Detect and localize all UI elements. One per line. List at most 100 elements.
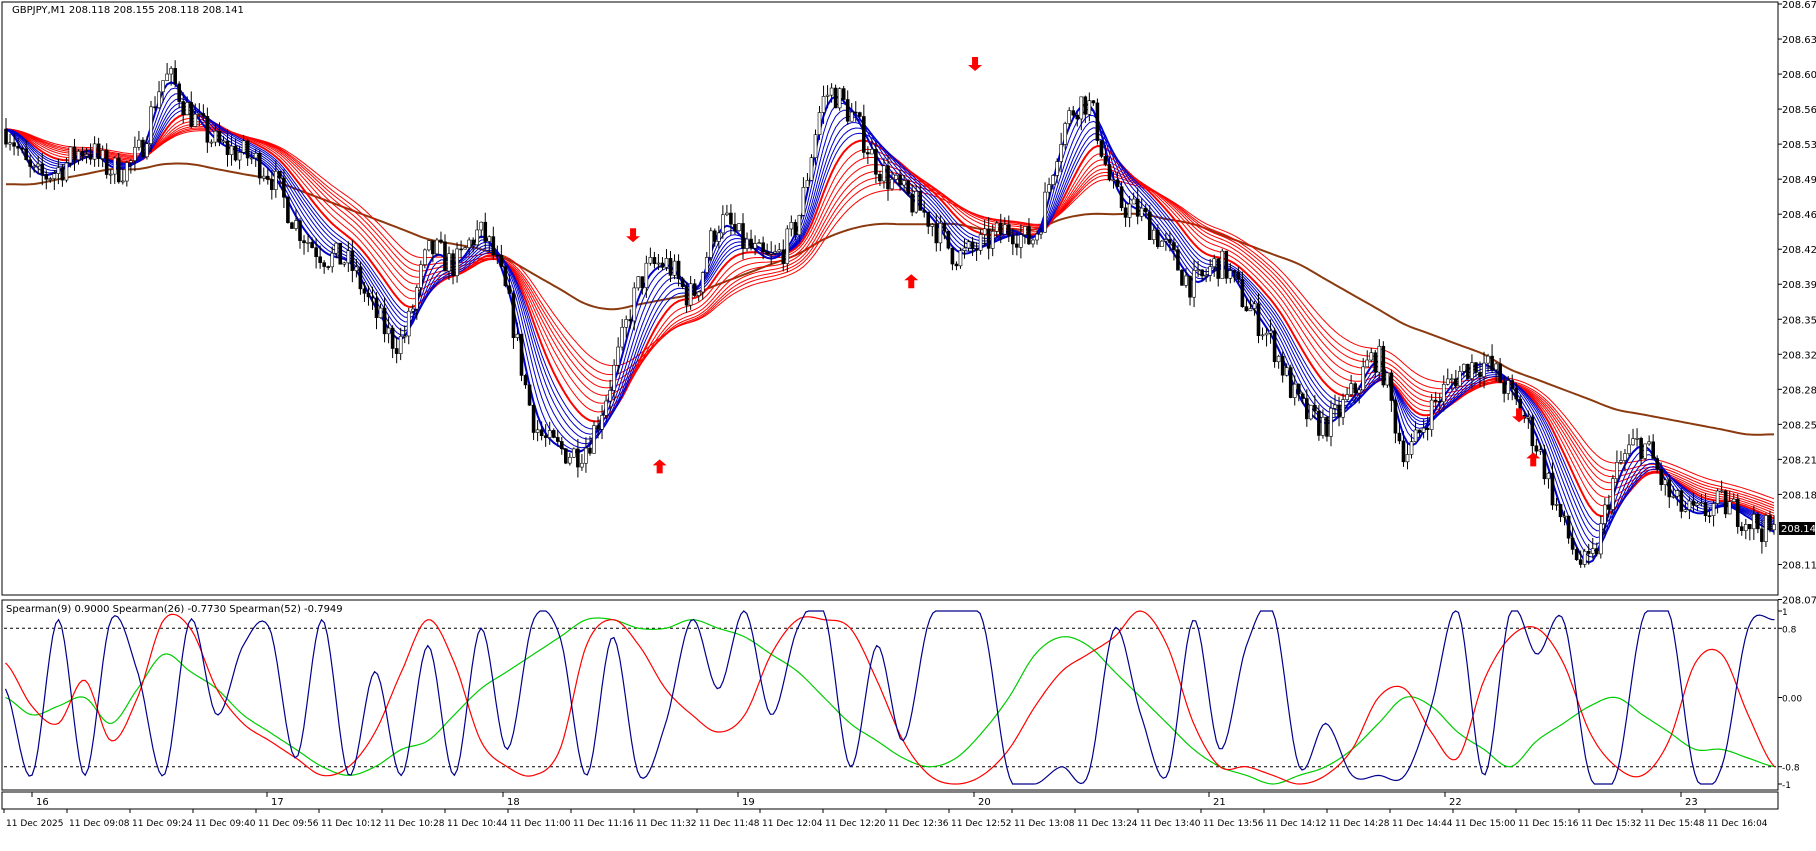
- candle-body: [1687, 500, 1692, 510]
- candle-body: [1578, 559, 1583, 565]
- candle-body: [1313, 404, 1317, 412]
- day-label: 22: [1449, 797, 1462, 808]
- price-tick-label: 208.180: [1782, 490, 1816, 501]
- candle-body: [1212, 258, 1216, 267]
- price-tick-label: 208.565: [1782, 105, 1816, 116]
- candle-body: [338, 242, 343, 265]
- candle-body: [1071, 110, 1076, 116]
- candle-body: [1393, 400, 1398, 434]
- current-price-box: [1779, 522, 1815, 535]
- candle-body: [725, 212, 729, 216]
- candle-body: [386, 327, 391, 335]
- candle-body: [612, 364, 616, 391]
- current-price-label: 208.141: [1781, 524, 1816, 535]
- candle-body: [169, 68, 173, 75]
- candle-body: [76, 150, 81, 161]
- candle-body: [990, 231, 995, 249]
- candle-body: [632, 287, 637, 322]
- candle-body: [862, 116, 866, 153]
- slow-ma-ribbon-line: [5, 128, 1775, 500]
- time-label: 11 Dec 10:44: [447, 819, 508, 829]
- candle-body: [1321, 416, 1325, 436]
- candle-body: [56, 167, 61, 174]
- candle-body: [32, 165, 37, 168]
- candle-body: [1385, 372, 1390, 386]
- candle-body: [463, 247, 467, 250]
- candle-body: [721, 214, 725, 234]
- candle-body: [564, 448, 568, 464]
- time-label: 11 Dec 09:40: [195, 819, 256, 829]
- candle-body: [588, 447, 592, 454]
- candle-body: [793, 222, 798, 236]
- candle-body: [1558, 504, 1563, 518]
- candle-body: [910, 193, 914, 213]
- candle-body: [153, 106, 157, 109]
- candle-body: [1599, 523, 1603, 555]
- slow-ma-ribbon-line: [5, 125, 1775, 509]
- candle-body: [785, 228, 790, 264]
- candle-body: [982, 228, 987, 235]
- sub-tick-label: 0.00: [1782, 695, 1802, 705]
- candle-body: [1305, 398, 1309, 420]
- main-price-panel[interactable]: [1, 1, 1779, 596]
- candle-body: [1514, 388, 1519, 400]
- candle-body: [620, 326, 624, 348]
- candle-body: [1180, 269, 1184, 286]
- price-tick-label: 208.250: [1782, 420, 1816, 431]
- candle-body: [1047, 184, 1051, 193]
- candle-body: [656, 262, 661, 265]
- candle-body: [499, 254, 504, 267]
- candle-body: [684, 286, 689, 306]
- candle-body: [1147, 211, 1152, 240]
- candle-body: [302, 240, 306, 244]
- candle-body: [1760, 528, 1764, 542]
- candle-body: [539, 429, 544, 436]
- candle-body: [974, 248, 979, 251]
- time-axis-panel: [1, 791, 1779, 810]
- candle-body: [1151, 229, 1156, 240]
- candle-body: [1494, 363, 1498, 371]
- candle-body: [1333, 404, 1337, 409]
- candle-body: [1772, 524, 1776, 531]
- candle-body: [1075, 114, 1080, 120]
- candle-body: [24, 148, 28, 161]
- candle-body: [298, 220, 302, 241]
- candle-body: [1699, 502, 1704, 504]
- candle-body: [1309, 404, 1313, 420]
- candle-body: [789, 222, 794, 230]
- candle-body: [374, 297, 379, 319]
- candle-body: [217, 130, 222, 143]
- candle-body: [1397, 432, 1402, 442]
- candle-body: [44, 173, 49, 180]
- candle-body: [1594, 548, 1599, 555]
- candle-body: [443, 241, 447, 272]
- spearman-indicator-panel[interactable]: [1, 599, 1779, 791]
- candle-body: [314, 247, 318, 258]
- candle-body: [624, 319, 629, 328]
- candle-body: [479, 221, 484, 231]
- candle-body: [1735, 498, 1740, 527]
- buy-arrow-icon: [1526, 452, 1541, 467]
- candle-body: [608, 390, 612, 402]
- candle-body: [233, 145, 238, 161]
- candle-body: [1655, 458, 1659, 470]
- candle-body: [1639, 437, 1643, 459]
- candle-body: [648, 257, 653, 264]
- candle-body: [358, 266, 363, 290]
- candle-body: [946, 230, 951, 249]
- candle-body: [1550, 472, 1555, 506]
- candle-body: [753, 243, 757, 249]
- candle-body: [471, 239, 475, 246]
- candle-body: [596, 425, 600, 430]
- candle-body: [1562, 515, 1567, 518]
- candle-body: [902, 180, 906, 186]
- day-label: 23: [1685, 797, 1698, 808]
- candle-body: [801, 187, 806, 216]
- time-label: 11 Dec 14:28: [1329, 819, 1390, 829]
- candle-body: [866, 152, 870, 155]
- candle-body: [1627, 444, 1631, 454]
- candle-body: [805, 180, 810, 188]
- candle-body: [644, 262, 649, 288]
- candle-body: [253, 152, 258, 159]
